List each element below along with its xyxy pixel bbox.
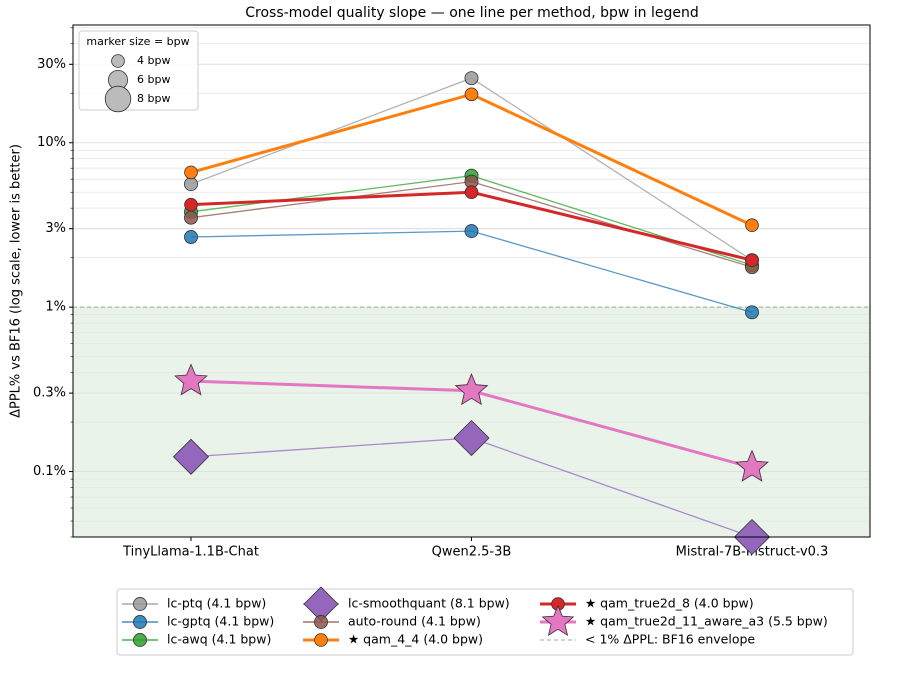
legend: lc-ptq (4.1 bpw) lc-gptq (4.1 bpw) lc-awq …	[116, 586, 854, 656]
y-tick-label: 0.3%	[33, 386, 66, 401]
legend-label: ★ qam_true2d_11_aware_a3 (5.5 bpw)	[585, 614, 828, 629]
legend-label: ★ qam_4_4 (4.0 bpw)	[348, 632, 483, 647]
circle-marker	[314, 615, 328, 629]
legend-label: auto-round (4.1 bpw)	[348, 614, 481, 629]
legend-label: ★ qam_true2d_8 (4.0 bpw)	[585, 596, 754, 611]
legend-label: lc-smoothquant (8.1 bpw)	[348, 596, 510, 611]
legend-label: lc-ptq (4.1 bpw)	[167, 596, 266, 611]
circle-marker	[464, 224, 479, 239]
size-legend-marker	[104, 85, 132, 113]
legend-label: lc-gptq (4.1 bpw)	[167, 614, 274, 629]
size-legend: marker size = bpw 4 bpw 6 bpw 8 bpw	[78, 30, 199, 113]
x-tick-label: TinyLlama-1.1B-Chat	[122, 545, 259, 560]
star-marker	[174, 363, 208, 396]
y-axis-label: ΔPPL% vs BF16 (log scale, lower is bette…	[9, 144, 24, 418]
circle-marker	[133, 633, 147, 647]
circle-marker	[184, 210, 198, 225]
circle-marker	[184, 177, 198, 192]
y-tick-label: 10%	[37, 135, 66, 150]
x-tick-label: Qwen2.5-3B	[432, 545, 512, 560]
size-legend-label: 8 bpw	[137, 92, 170, 105]
y-tick-label: 0.1%	[33, 464, 66, 479]
circle-marker	[745, 305, 759, 320]
circle-marker	[184, 197, 198, 212]
star-marker	[541, 604, 575, 636]
circle-marker	[464, 87, 479, 102]
circle-marker	[314, 633, 328, 647]
circle-marker	[464, 185, 479, 200]
series-line	[190, 230, 753, 313]
legend-label: lc-awq (4.1 bpw)	[167, 632, 271, 647]
diamond-marker	[172, 438, 210, 475]
circle-marker	[184, 165, 198, 180]
y-tick-label: 30%	[37, 57, 66, 72]
size-legend-title: marker size = bpw	[86, 35, 189, 48]
circle-marker	[184, 230, 198, 244]
diamond-marker	[453, 419, 490, 457]
size-legend-label: 4 bpw	[137, 54, 170, 67]
legend-box	[116, 588, 854, 656]
star-marker	[735, 449, 769, 482]
circle-marker	[745, 253, 759, 267]
legend-label: < 1% ΔPPL: BF16 envelope	[585, 632, 755, 647]
circle-marker	[133, 597, 147, 611]
circle-marker	[464, 71, 479, 86]
star-marker	[454, 373, 489, 406]
size-legend-marker	[111, 54, 125, 68]
circle-marker	[133, 615, 147, 629]
size-legend-label: 6 bpw	[137, 73, 170, 86]
plot-frame	[72, 24, 871, 538]
circle-marker	[745, 218, 759, 233]
chart-title: Cross-model quality slope — one line per…	[245, 5, 699, 21]
y-tick-label: 3%	[45, 221, 66, 236]
y-tick-label: 1%	[45, 300, 66, 315]
